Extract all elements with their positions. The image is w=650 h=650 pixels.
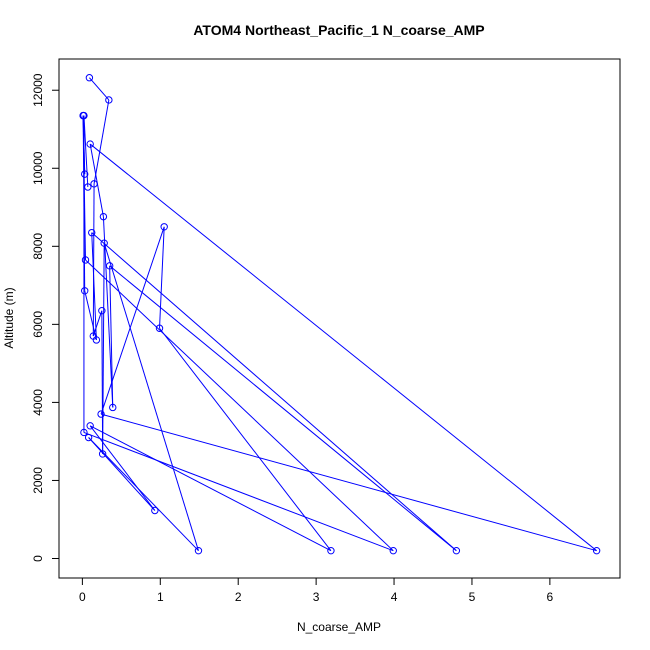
series-line-segment: [85, 259, 394, 552]
series-line-segment: [83, 431, 394, 552]
data-point: [327, 546, 335, 555]
data-point: [389, 546, 397, 555]
series-line-segment: [109, 265, 114, 408]
data-point: [100, 239, 108, 247]
data-point: [86, 140, 94, 148]
series-line-segment: [89, 425, 156, 511]
y-axis-label: Altitude (m): [2, 287, 16, 348]
series-line-segment: [100, 413, 597, 552]
data-point: [160, 223, 168, 231]
x-axis-label: N_coarse_AMP: [297, 620, 381, 634]
data-point: [84, 183, 92, 191]
data-point: [97, 410, 105, 418]
data-point: [90, 180, 98, 188]
y-tick-label: 12000: [31, 73, 45, 107]
series-line-segment: [89, 425, 332, 552]
data-point: [151, 506, 159, 515]
series-line-segment: [84, 290, 97, 341]
data-point: [92, 336, 101, 344]
y-tick-label: 10000: [31, 151, 45, 185]
x-tick-label: 0: [79, 590, 86, 604]
series-line-segment: [83, 115, 89, 188]
x-tick-label: 3: [313, 590, 320, 604]
y-tick-label: 4000: [31, 389, 45, 416]
series-line-segment: [92, 183, 95, 337]
data-point: [88, 228, 96, 237]
data-point: [81, 170, 89, 178]
series-line-segment: [89, 143, 597, 552]
data-point: [86, 422, 94, 430]
y-tick-label: 6000: [31, 311, 45, 338]
y-axis: 0 2000 4000 6000 8000 10000 12000: [31, 73, 60, 562]
y-tick-label: 2000: [31, 467, 45, 494]
series-line-segment: [89, 77, 110, 101]
data-point: [105, 262, 114, 270]
x-axis: 0 1 2 3 4 5 6: [79, 577, 554, 604]
data-point: [592, 546, 601, 555]
series-line-segment: [88, 437, 156, 511]
series-layer: [79, 74, 601, 555]
data-point: [109, 403, 117, 412]
data-point: [81, 256, 90, 264]
series-line-segment: [103, 243, 199, 551]
data-point: [84, 433, 93, 442]
series-line-segment: [91, 232, 457, 552]
data-point: [194, 546, 203, 555]
data-point: [105, 96, 113, 104]
series-line-segment: [93, 99, 110, 184]
x-tick-label: 5: [469, 590, 476, 604]
data-point: [80, 428, 88, 437]
series-line-segment: [91, 232, 97, 340]
series-line-segment: [89, 143, 104, 217]
y-tick-label: 8000: [31, 233, 45, 260]
chart-title: ATOM4 Northeast_Pacific_1 N_coarse_AMP: [193, 22, 484, 38]
data-point: [81, 287, 89, 295]
series-line-segment: [159, 327, 332, 551]
data-point: [98, 306, 106, 315]
x-tick-label: 6: [547, 590, 554, 604]
data-point: [452, 546, 461, 555]
data-point: [85, 74, 94, 82]
series-line-segment: [88, 437, 199, 552]
series-line-segment: [102, 216, 114, 408]
series-line-segment: [159, 226, 165, 329]
y-tick-label: 0: [31, 555, 45, 562]
data-point: [99, 212, 108, 221]
series-line-segment: [102, 243, 105, 454]
x-tick-label: 2: [235, 590, 242, 604]
data-point: [155, 324, 164, 332]
x-tick-label: 1: [157, 590, 164, 604]
data-point: [98, 450, 107, 458]
data-point: [80, 111, 88, 120]
series-line-segment: [109, 265, 457, 552]
x-tick-label: 4: [391, 590, 398, 604]
